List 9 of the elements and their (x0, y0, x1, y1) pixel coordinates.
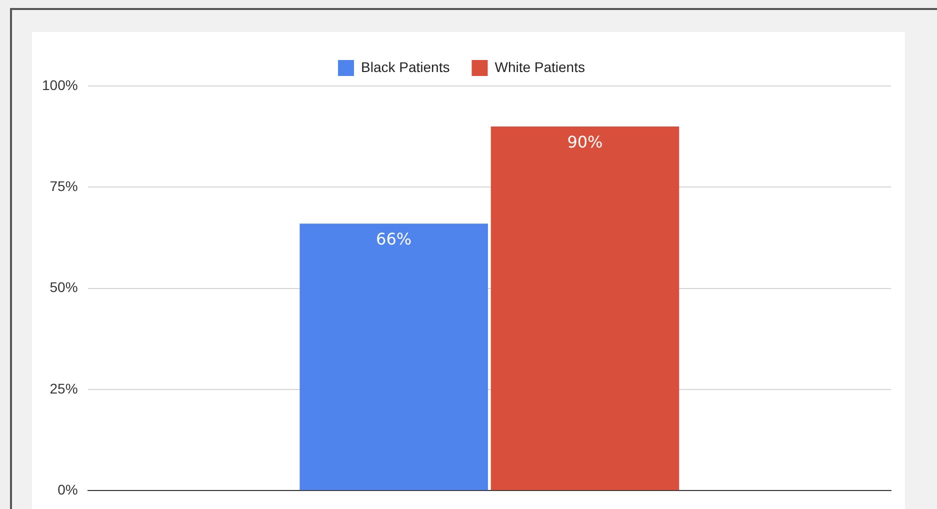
y-tick-label: 0% (58, 481, 78, 498)
y-tick-label: 75% (50, 178, 78, 194)
legend-label: White Patients (494, 58, 585, 75)
data-label: 90% (567, 132, 603, 152)
y-tick-label: 100% (42, 76, 78, 93)
legend-label: Black Patients (361, 58, 450, 75)
data-label: 66% (376, 230, 412, 249)
y-tick-label: 25% (50, 380, 78, 396)
y-tick-label: 50% (50, 279, 78, 296)
